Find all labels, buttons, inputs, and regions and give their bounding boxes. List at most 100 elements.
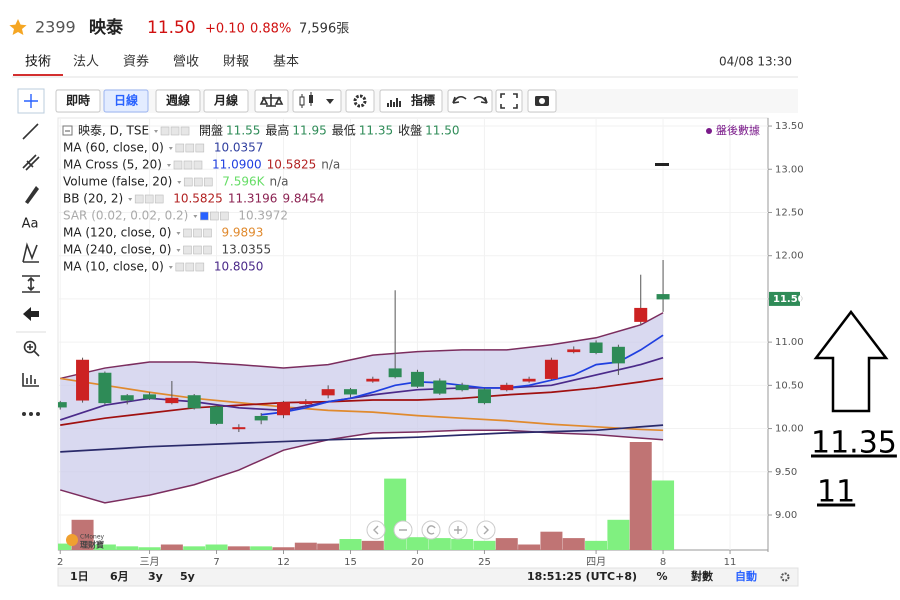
candle-body — [544, 359, 558, 379]
interval-button[interactable] — [155, 89, 201, 113]
legend-icon[interactable] — [183, 160, 193, 170]
legend-icon[interactable] — [195, 143, 205, 153]
candle-body — [477, 389, 491, 404]
tab[interactable]: 基本 — [273, 55, 299, 70]
volume-bar — [183, 546, 206, 550]
legend-icon[interactable] — [210, 211, 219, 221]
legend-icon[interactable] — [195, 262, 205, 272]
legend-icon[interactable] — [185, 143, 195, 153]
legend-icon[interactable] — [183, 177, 193, 187]
after-hours-label[interactable]: 盤後數據 — [716, 123, 760, 137]
tab[interactable]: 財報 — [223, 55, 249, 70]
footer-settings[interactable] — [780, 572, 790, 582]
legend-icon[interactable] — [203, 228, 212, 238]
interval-button[interactable] — [203, 89, 249, 113]
legend-icon[interactable] — [154, 194, 164, 204]
legend-icon[interactable] — [180, 126, 190, 136]
volume-bar — [495, 538, 518, 550]
reset[interactable] — [421, 520, 441, 540]
fullscreen-button[interactable] — [495, 89, 523, 113]
legend-icon[interactable] — [200, 211, 209, 221]
indicators-icon — [387, 98, 401, 107]
auto-toggle[interactable]: 自動 — [735, 569, 757, 583]
tab[interactable]: 資券 — [123, 54, 149, 70]
tab[interactable]: 營收 — [173, 55, 199, 70]
pattern-tool[interactable] — [22, 242, 39, 263]
indicator-label[interactable]: MA (10, close, 0) — [63, 260, 164, 274]
range-button[interactable]: 5y — [180, 570, 195, 583]
legend-icon[interactable] — [170, 126, 180, 136]
legend-icon[interactable] — [185, 262, 195, 272]
percent-toggle[interactable]: % — [656, 570, 667, 583]
range-button[interactable]: 1日 — [70, 570, 89, 583]
indicator-value: 10.0357 — [214, 141, 264, 155]
line-tool[interactable] — [22, 123, 39, 140]
indicator-label[interactable]: MA (120, close, 0) — [63, 226, 171, 240]
legend-icon[interactable] — [183, 228, 192, 238]
interval-button[interactable] — [103, 89, 149, 113]
chart-type-button[interactable] — [292, 89, 342, 113]
x-tick-label: 12 — [277, 557, 290, 568]
candle-body — [321, 389, 335, 396]
scroll-right[interactable] — [476, 520, 496, 540]
legend-icon[interactable] — [193, 245, 202, 255]
x-tick-label: 25 — [478, 557, 491, 568]
indicator-value: 11.0900 — [212, 158, 262, 172]
remove-tool[interactable] — [23, 307, 39, 321]
x-tick-label: 7 — [213, 557, 219, 568]
measure-tool[interactable] — [22, 275, 40, 293]
indicator-label[interactable]: MA Cross (5, 20) — [63, 158, 162, 172]
log-toggle[interactable]: 對數 — [691, 569, 713, 583]
plot — [58, 118, 768, 550]
footer: 1日 6月 3y 5y — [70, 570, 195, 583]
legend-icon[interactable] — [173, 160, 183, 170]
indicator-label[interactable]: BB (20, 2) — [63, 192, 123, 206]
indicators-button[interactable] — [379, 89, 443, 113]
candle-body — [76, 359, 90, 401]
legend-icon[interactable] — [193, 177, 203, 187]
legend-caret — [177, 181, 182, 184]
zoom-tool[interactable] — [23, 340, 37, 354]
legend-icon[interactable] — [203, 245, 212, 255]
candle-body — [187, 395, 201, 409]
volume-bar — [562, 538, 585, 550]
indicator-label[interactable]: MA (240, close, 0) — [63, 243, 171, 257]
brush-tool[interactable] — [25, 186, 39, 204]
legend-icon[interactable] — [160, 126, 170, 136]
tab[interactable]: 法人 — [73, 55, 99, 70]
legend-icon[interactable] — [175, 262, 185, 272]
settings-button[interactable] — [345, 89, 375, 113]
legend-icon[interactable] — [193, 228, 202, 238]
legend-caret — [168, 266, 173, 269]
range-button[interactable]: 6月 — [110, 570, 129, 583]
interval-button[interactable] — [55, 89, 101, 113]
text-tool[interactable]: Aa — [22, 217, 39, 232]
more-tools[interactable] — [22, 412, 40, 416]
legend-icon[interactable] — [175, 143, 185, 153]
legend-icon[interactable] — [193, 160, 203, 170]
indicator-label[interactable]: MA (60, close, 0) — [63, 141, 164, 155]
measure-bars-tool[interactable] — [22, 373, 39, 387]
indicator-label[interactable]: SAR (0.02, 0.02, 0.2) — [63, 209, 188, 223]
ohlc-value: 11.95 — [292, 124, 326, 138]
indicator-value: n/a — [270, 175, 289, 189]
scroll-left[interactable] — [366, 520, 386, 540]
x-tick-label: 20 — [411, 557, 424, 568]
legend-caret — [193, 215, 198, 218]
range-button[interactable]: 3y — [148, 570, 163, 583]
indicator-label[interactable]: Volume (false, 20) — [63, 175, 172, 189]
legend-icon[interactable] — [220, 211, 229, 221]
legend-icon[interactable] — [134, 194, 144, 204]
tab[interactable]: 技術 — [25, 55, 51, 70]
volume-bar — [339, 539, 362, 550]
legend-icon[interactable] — [183, 245, 192, 255]
undo-redo-button[interactable] — [447, 89, 493, 113]
legend-icon[interactable] — [203, 177, 213, 187]
volume-bar — [116, 546, 139, 550]
fib-tool[interactable] — [22, 154, 40, 171]
volume-bar — [272, 547, 295, 550]
legend-icon[interactable] — [144, 194, 154, 204]
favorite-star[interactable] — [9, 19, 27, 35]
volume-bar — [428, 538, 451, 550]
zoom-icons — [373, 525, 489, 535]
